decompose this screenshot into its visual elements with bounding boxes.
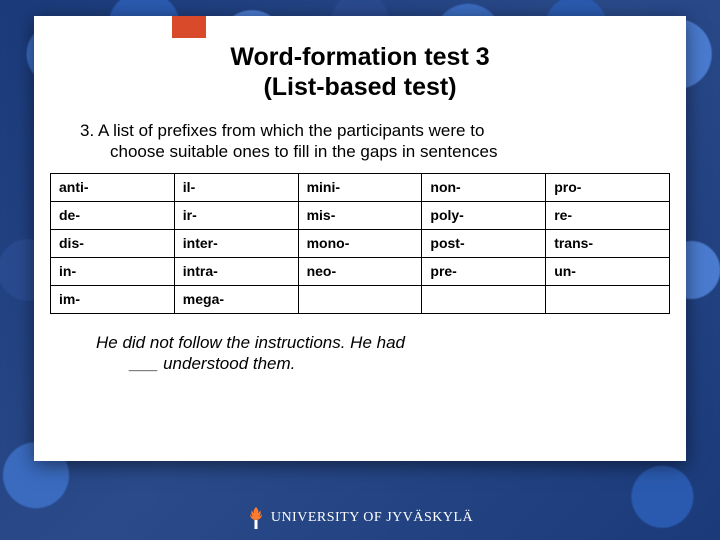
table-cell: non-	[422, 173, 546, 201]
table-cell: im-	[51, 285, 175, 313]
table-cell: neo-	[298, 257, 422, 285]
example-line1: He did not follow the instructions. He h…	[96, 333, 405, 352]
table-cell: mono-	[298, 229, 422, 257]
slide-title: Word-formation test 3 (List-based test)	[34, 42, 686, 102]
table-cell: intra-	[174, 257, 298, 285]
table-cell: il-	[174, 173, 298, 201]
table-cell	[422, 285, 546, 313]
instruction-text: 3. A list of prefixes from which the par…	[80, 120, 646, 163]
table-cell: inter-	[174, 229, 298, 257]
title-line2: (List-based test)	[263, 73, 456, 101]
table-cell: dis-	[51, 229, 175, 257]
table-cell	[298, 285, 422, 313]
prefix-table: anti- il- mini- non- pro- de- ir- mis- p…	[50, 173, 670, 314]
table-cell: pre-	[422, 257, 546, 285]
table-row: dis- inter- mono- post- trans-	[51, 229, 670, 257]
table-cell: post-	[422, 229, 546, 257]
table-cell: in-	[51, 257, 175, 285]
table-cell: trans-	[546, 229, 670, 257]
slide-card: Word-formation test 3 (List-based test) …	[34, 16, 686, 461]
university-name: UNIVERSITY OF JYVÄSKYLÄ	[271, 510, 473, 526]
example-line2: ___ understood them.	[130, 354, 295, 373]
footer: UNIVERSITY OF JYVÄSKYLÄ	[0, 506, 720, 530]
table-cell: mega-	[174, 285, 298, 313]
accent-bar	[172, 16, 206, 38]
example-sentence: He did not follow the instructions. He h…	[96, 332, 646, 375]
instruction-lead: 3. A list of prefixes from which the par…	[80, 121, 484, 140]
table-row: in- intra- neo- pre- un-	[51, 257, 670, 285]
table-cell: ir-	[174, 201, 298, 229]
table-cell: mis-	[298, 201, 422, 229]
table-cell: pro-	[546, 173, 670, 201]
table-cell: mini-	[298, 173, 422, 201]
title-line1: Word-formation test 3	[230, 43, 489, 71]
table-cell: anti-	[51, 173, 175, 201]
table-cell	[546, 285, 670, 313]
table-row: im- mega-	[51, 285, 670, 313]
instruction-rest: choose suitable ones to fill in the gaps…	[110, 142, 497, 161]
table-cell: un-	[546, 257, 670, 285]
torch-icon	[247, 506, 265, 530]
table-cell: re-	[546, 201, 670, 229]
table-row: de- ir- mis- poly- re-	[51, 201, 670, 229]
table-cell: poly-	[422, 201, 546, 229]
table-cell: de-	[51, 201, 175, 229]
table-row: anti- il- mini- non- pro-	[51, 173, 670, 201]
